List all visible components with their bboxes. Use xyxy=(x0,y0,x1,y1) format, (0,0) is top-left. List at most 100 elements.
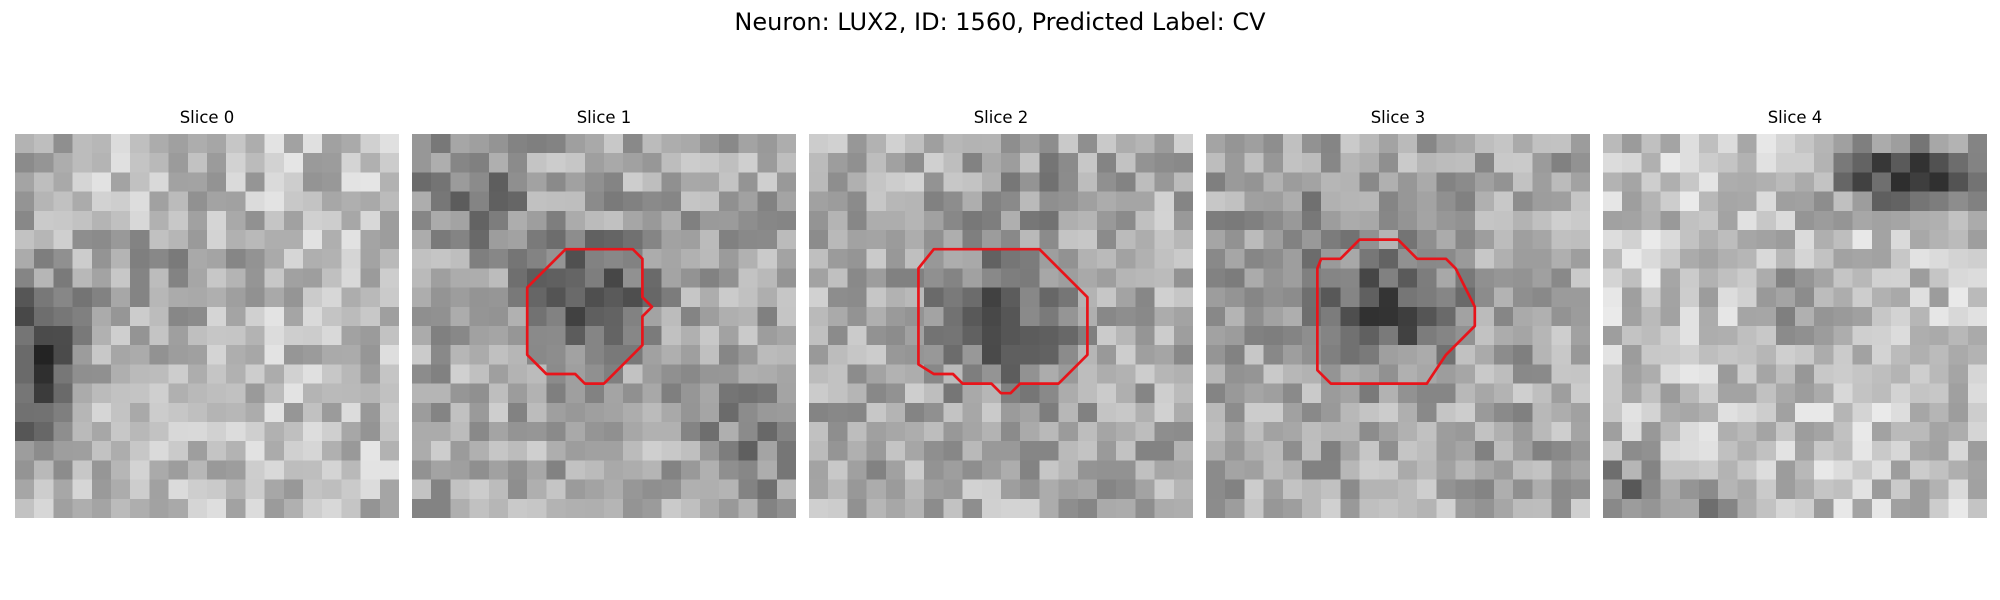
pixel xyxy=(1417,479,1437,500)
pixel xyxy=(1871,210,1892,231)
pixel xyxy=(412,460,432,480)
pixel xyxy=(905,153,925,173)
pixel xyxy=(1398,230,1418,250)
pixel xyxy=(34,326,54,346)
pixel xyxy=(1603,422,1623,442)
pixel xyxy=(1001,306,1021,327)
pixel xyxy=(1852,191,1873,212)
pixel xyxy=(379,383,399,404)
pixel xyxy=(642,230,662,250)
pixel xyxy=(15,479,35,500)
pixel xyxy=(527,422,547,442)
pixel xyxy=(469,153,490,173)
pixel xyxy=(1660,364,1681,384)
pixel xyxy=(1660,306,1681,327)
pixel xyxy=(719,326,739,346)
pixel xyxy=(1929,172,1949,192)
pixel xyxy=(738,402,758,423)
pixel xyxy=(283,498,304,518)
pixel xyxy=(1532,326,1552,346)
pixel xyxy=(1097,402,1117,423)
pixel xyxy=(1660,191,1681,212)
pixel xyxy=(130,287,150,308)
pixel xyxy=(1039,134,1059,154)
pixel xyxy=(1513,498,1533,518)
pixel xyxy=(1891,230,1911,250)
pixel xyxy=(1641,498,1661,518)
pixel xyxy=(1699,479,1719,500)
pixel xyxy=(584,326,605,346)
pixel xyxy=(1135,364,1155,384)
pixel xyxy=(431,153,451,173)
pixel xyxy=(1718,422,1738,442)
pixel xyxy=(1206,422,1226,442)
pixel xyxy=(847,383,867,404)
pixel xyxy=(828,268,848,288)
pixel xyxy=(1551,422,1572,442)
pixel xyxy=(757,153,778,173)
pixel xyxy=(1756,345,1777,365)
pixel xyxy=(1436,134,1456,154)
pixel xyxy=(1474,191,1495,212)
pixel xyxy=(488,134,509,154)
pixel xyxy=(1494,210,1514,231)
pixel xyxy=(1948,210,1969,231)
pixel xyxy=(1359,306,1380,327)
pixel xyxy=(168,210,189,231)
pixel xyxy=(1948,364,1969,384)
pixel xyxy=(1603,153,1623,173)
pixel xyxy=(1077,460,1098,480)
pixel xyxy=(604,479,624,500)
pixel xyxy=(661,134,682,154)
pixel xyxy=(1699,210,1719,231)
pixel xyxy=(1795,249,1815,269)
pixel xyxy=(719,422,739,442)
pixel xyxy=(1173,230,1193,250)
pixel xyxy=(1551,230,1572,250)
pixel xyxy=(226,402,246,423)
pixel xyxy=(642,210,662,231)
pixel xyxy=(1967,153,1987,173)
pixel xyxy=(1020,402,1040,423)
pixel xyxy=(943,422,963,442)
pixel xyxy=(1814,498,1834,518)
pixel xyxy=(72,326,93,346)
pixel xyxy=(450,306,470,327)
pixel xyxy=(1513,364,1533,384)
pixel xyxy=(168,441,189,461)
pixel xyxy=(1852,383,1873,404)
pixel xyxy=(360,498,381,518)
pixel xyxy=(1795,383,1815,404)
pixel xyxy=(1097,134,1117,154)
pixel xyxy=(642,345,662,365)
pixel xyxy=(847,460,867,480)
pixel xyxy=(527,230,547,250)
pixel xyxy=(1417,172,1437,192)
pixel xyxy=(1641,287,1661,308)
pixel xyxy=(1967,191,1987,212)
pixel xyxy=(1891,498,1911,518)
pixel xyxy=(1737,210,1757,231)
pixel xyxy=(91,364,112,384)
pixel xyxy=(469,441,490,461)
pixel xyxy=(1833,383,1853,404)
pixel xyxy=(1321,402,1341,423)
pixel xyxy=(1039,326,1059,346)
pixel xyxy=(661,441,682,461)
pixel xyxy=(1039,364,1059,384)
pixel xyxy=(1455,172,1476,192)
pixel xyxy=(847,230,867,250)
pixel xyxy=(1039,498,1059,518)
pixel xyxy=(1967,172,1987,192)
pixel xyxy=(776,134,796,154)
pixel xyxy=(1910,249,1930,269)
pixel xyxy=(1135,345,1155,365)
pixel xyxy=(1660,498,1681,518)
pixel xyxy=(508,153,528,173)
pixel xyxy=(1775,287,1796,308)
pixel xyxy=(661,402,682,423)
pixel xyxy=(1206,441,1226,461)
pixel xyxy=(1359,268,1380,288)
pixel xyxy=(322,287,342,308)
pixel xyxy=(1570,249,1590,269)
